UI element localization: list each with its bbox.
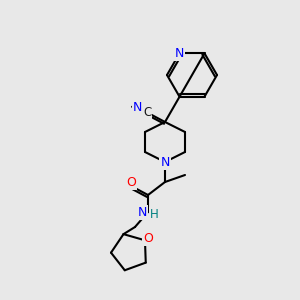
Text: N: N — [175, 47, 184, 60]
Text: N: N — [137, 206, 147, 218]
Text: C: C — [143, 106, 152, 119]
Text: H: H — [150, 208, 158, 220]
Text: O: O — [126, 176, 136, 188]
Text: N: N — [160, 155, 170, 169]
Text: O: O — [143, 232, 153, 245]
Text: N: N — [133, 101, 142, 114]
